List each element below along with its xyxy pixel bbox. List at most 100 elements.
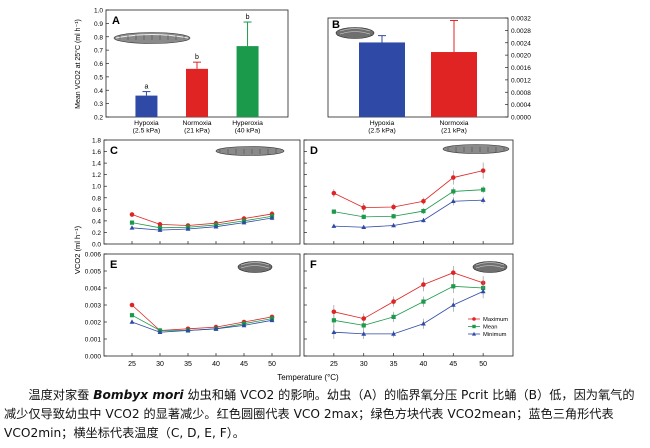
point-mean-d-0	[331, 209, 336, 214]
y-tick-label-b: 0.0020	[511, 53, 531, 60]
series-line-c-2	[131, 217, 273, 231]
caption-species: Bombyx mori	[93, 388, 184, 402]
y-tick-label-b: 0.0000	[511, 115, 531, 122]
significance-letter-a-0: a	[144, 84, 148, 91]
y-tick-label-a: 0.9	[94, 21, 103, 28]
pupa-image-e	[237, 261, 273, 273]
series-line-e-0	[131, 304, 273, 331]
y-tick-label-c: 1.6	[92, 149, 101, 156]
y-tick-label-b: 0.0012	[511, 77, 531, 84]
x-tick-label-e: 50	[268, 361, 276, 368]
y-tick-label-e: 0.002	[85, 320, 102, 327]
y-tick-label-a: 0.2	[94, 115, 103, 122]
figure-caption: 温度对家蚕 Bombyx mori 幼虫和蛹 VCO2 的影响。幼虫（A）的临界…	[4, 386, 646, 443]
x-tick-label-f: 30	[360, 361, 368, 368]
point-min-d-4	[450, 198, 456, 204]
point-min-e-2	[185, 327, 191, 333]
category-label-a-1: Normoxia	[182, 120, 211, 127]
bar-a-0	[135, 95, 158, 117]
series-line-c-0	[131, 213, 273, 226]
series-line-f-0	[333, 272, 484, 320]
point-mean-f-1	[361, 323, 366, 328]
bar-b-0	[359, 42, 405, 117]
legend-label-2: Minimum	[483, 332, 507, 338]
point-max-f-0	[331, 309, 337, 315]
caption-text-2: 幼虫和蛹 VCO2 的影响。幼虫（A）的临界氧分压 Pcrit 比蛹（B）低，因…	[4, 388, 635, 440]
point-min-e-1	[157, 329, 163, 334]
y-tick-label-a: 0.3	[94, 101, 103, 108]
bar-a-2	[236, 46, 259, 117]
legend-label-0: Maximum	[483, 317, 508, 323]
point-min-c-0	[129, 225, 135, 230]
y-tick-label-b: 0.0004	[511, 102, 531, 109]
category-label-a-0: (2.5 kPa)	[133, 128, 161, 135]
y-tick-label-a: 0.8	[94, 34, 103, 41]
y-tick-label-c: 1.2	[92, 172, 101, 179]
category-label-a-1: (21 kPa)	[184, 128, 210, 135]
point-max-f-2	[391, 299, 396, 304]
x-tick-label-e: 25	[128, 361, 136, 368]
series-line-d-2	[333, 199, 484, 228]
panel-e-letter: E	[110, 259, 117, 271]
point-mean-d-3	[421, 208, 426, 214]
y-tick-label-a: 0.5	[94, 74, 103, 81]
bar-a-1	[186, 68, 208, 117]
point-min-d-2	[391, 222, 396, 228]
point-min-f-1	[361, 331, 367, 336]
x-tick-label-f: 35	[390, 361, 398, 368]
point-max-f-3	[421, 282, 426, 287]
y-tick-label-b: 0.0028	[511, 28, 531, 35]
y-tick-label-a: 1.0	[94, 8, 103, 15]
category-label-a-2: Hyperoxia	[232, 120, 263, 127]
panel-c-frame	[103, 139, 301, 245]
point-mean-f-2	[391, 314, 396, 319]
legend-marker-0	[472, 317, 476, 321]
y-axis-label-a: Mean VCO2 at 25°C (ml h⁻¹)	[74, 19, 82, 109]
y-tick-label-e: 0.004	[85, 286, 102, 293]
y-tick-label-e: 0.005	[85, 269, 102, 276]
point-min-f-5	[480, 288, 486, 294]
panel-f-letter: F	[310, 259, 317, 271]
category-label-b-0: Hypoxia	[370, 120, 395, 127]
point-min-e-4	[241, 322, 247, 328]
point-mean-d-1	[361, 214, 366, 219]
pupa-image-b	[335, 27, 375, 39]
y-tick-label-a: 0.7	[94, 48, 103, 55]
y-tick-label-c: 0.4	[92, 218, 101, 225]
y-tick-label-a: 0.4	[94, 88, 103, 95]
series-line-f-2	[333, 291, 484, 335]
series-line-c-1	[131, 215, 273, 229]
point-min-c-1	[157, 227, 163, 232]
legend-label-1: Mean	[483, 325, 498, 331]
panel-b-letter: B	[332, 19, 340, 31]
category-label-a-0: Hypoxia	[134, 120, 159, 127]
y-axis-label-ce: VCO2 (ml h⁻¹)	[73, 225, 82, 274]
point-min-f-3	[421, 321, 426, 326]
x-tick-label-f: 40	[420, 361, 428, 368]
point-max-f-4	[450, 270, 456, 276]
figure: A B C D E F Mean VCO2 at 25°C (ml h⁻¹) V…	[73, 8, 531, 383]
x-tick-label-f: 50	[479, 361, 487, 368]
y-tick-label-c: 1.8	[92, 138, 101, 145]
y-tick-label-e: 0.000	[85, 354, 102, 361]
point-max-d-0	[331, 190, 337, 196]
x-tick-label-e: 30	[156, 361, 164, 368]
y-tick-label-b: 0.0024	[511, 40, 531, 47]
series-line-f-1	[333, 285, 484, 326]
category-label-b-1: (21 kPa)	[441, 128, 467, 135]
pupa-image-f	[472, 261, 508, 273]
legend-marker-2	[472, 331, 476, 336]
y-tick-label-b: 0.0032	[511, 16, 531, 23]
point-min-d-5	[480, 197, 486, 202]
y-tick-label-e: 0.006	[85, 252, 102, 259]
point-min-f-0	[331, 329, 337, 334]
larva-image-d	[442, 144, 510, 154]
point-mean-d-5	[481, 187, 486, 192]
x-tick-label-e: 35	[184, 361, 192, 368]
x-axis-label: Temperature (°C)	[277, 373, 339, 382]
y-tick-label-a: 0.6	[94, 61, 103, 68]
series-line-d-1	[333, 189, 484, 218]
point-min-c-4	[241, 220, 247, 225]
y-tick-label-c: 0.2	[92, 230, 101, 237]
point-max-d-3	[421, 198, 426, 204]
